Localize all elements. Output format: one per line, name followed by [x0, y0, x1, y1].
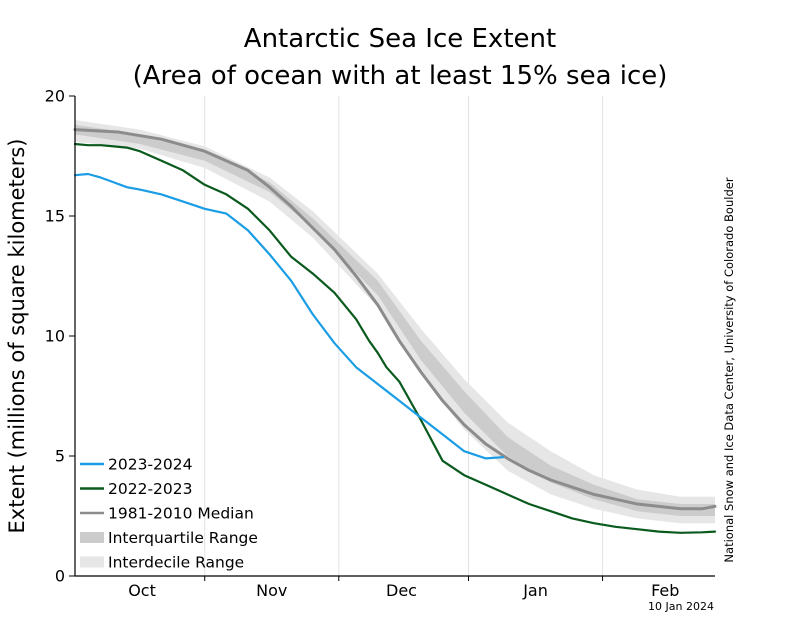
legend-item: Interdecile Range: [80, 554, 244, 572]
legend-item: 2022-2023: [80, 480, 193, 498]
y-tick-label: 15: [45, 207, 65, 226]
legend-label: Interquartile Range: [108, 529, 258, 547]
x-tick-label-jan: Jan: [522, 581, 548, 600]
y-tick-label: 5: [55, 447, 65, 466]
x-tick-label-nov: Nov: [256, 581, 287, 600]
legend-item: Interquartile Range: [80, 529, 258, 547]
x-tick-label-feb: Feb: [651, 581, 679, 600]
credit-text: National Snow and Ice Data Center, Unive…: [722, 177, 736, 562]
x-tick-label-oct: Oct: [128, 581, 156, 600]
series-line-2022-2023: [73, 142, 717, 534]
legend-swatch: [80, 556, 104, 568]
legend-label: 1981-2010 Median: [108, 505, 254, 523]
y-tick-label: 10: [45, 327, 65, 346]
y-axis-label: Extent (millions of square kilometers): [5, 139, 29, 534]
band-interdecile-range: [75, 120, 715, 524]
date-stamp: 10 Jan 2024: [648, 600, 714, 613]
legend-item: 2023-2024: [80, 456, 193, 474]
band-interquartile-range: [75, 124, 715, 517]
legend-label: 2023-2024: [108, 456, 193, 474]
series-line-1981-2010-median: [73, 128, 717, 511]
legend-label: 2022-2023: [108, 480, 193, 498]
y-tick-label: 0: [55, 567, 65, 586]
legend-swatch: [80, 532, 104, 543]
chart-title: Antarctic Sea Ice Extent: [244, 24, 556, 54]
legend-label: Interdecile Range: [108, 554, 244, 572]
series-line-2023-2024: [73, 172, 505, 460]
x-tick-label-dec: Dec: [386, 581, 417, 600]
plot-area: 0 5 10 15 20 Oct Nov Dec Jan Feb 2023-2024 2022-202…: [45, 87, 717, 600]
legend-item: 1981-2010 Median: [80, 505, 254, 523]
chart-subtitle: (Area of ocean with at least 15% sea ice…: [133, 61, 668, 91]
y-tick-label: 20: [45, 87, 65, 106]
